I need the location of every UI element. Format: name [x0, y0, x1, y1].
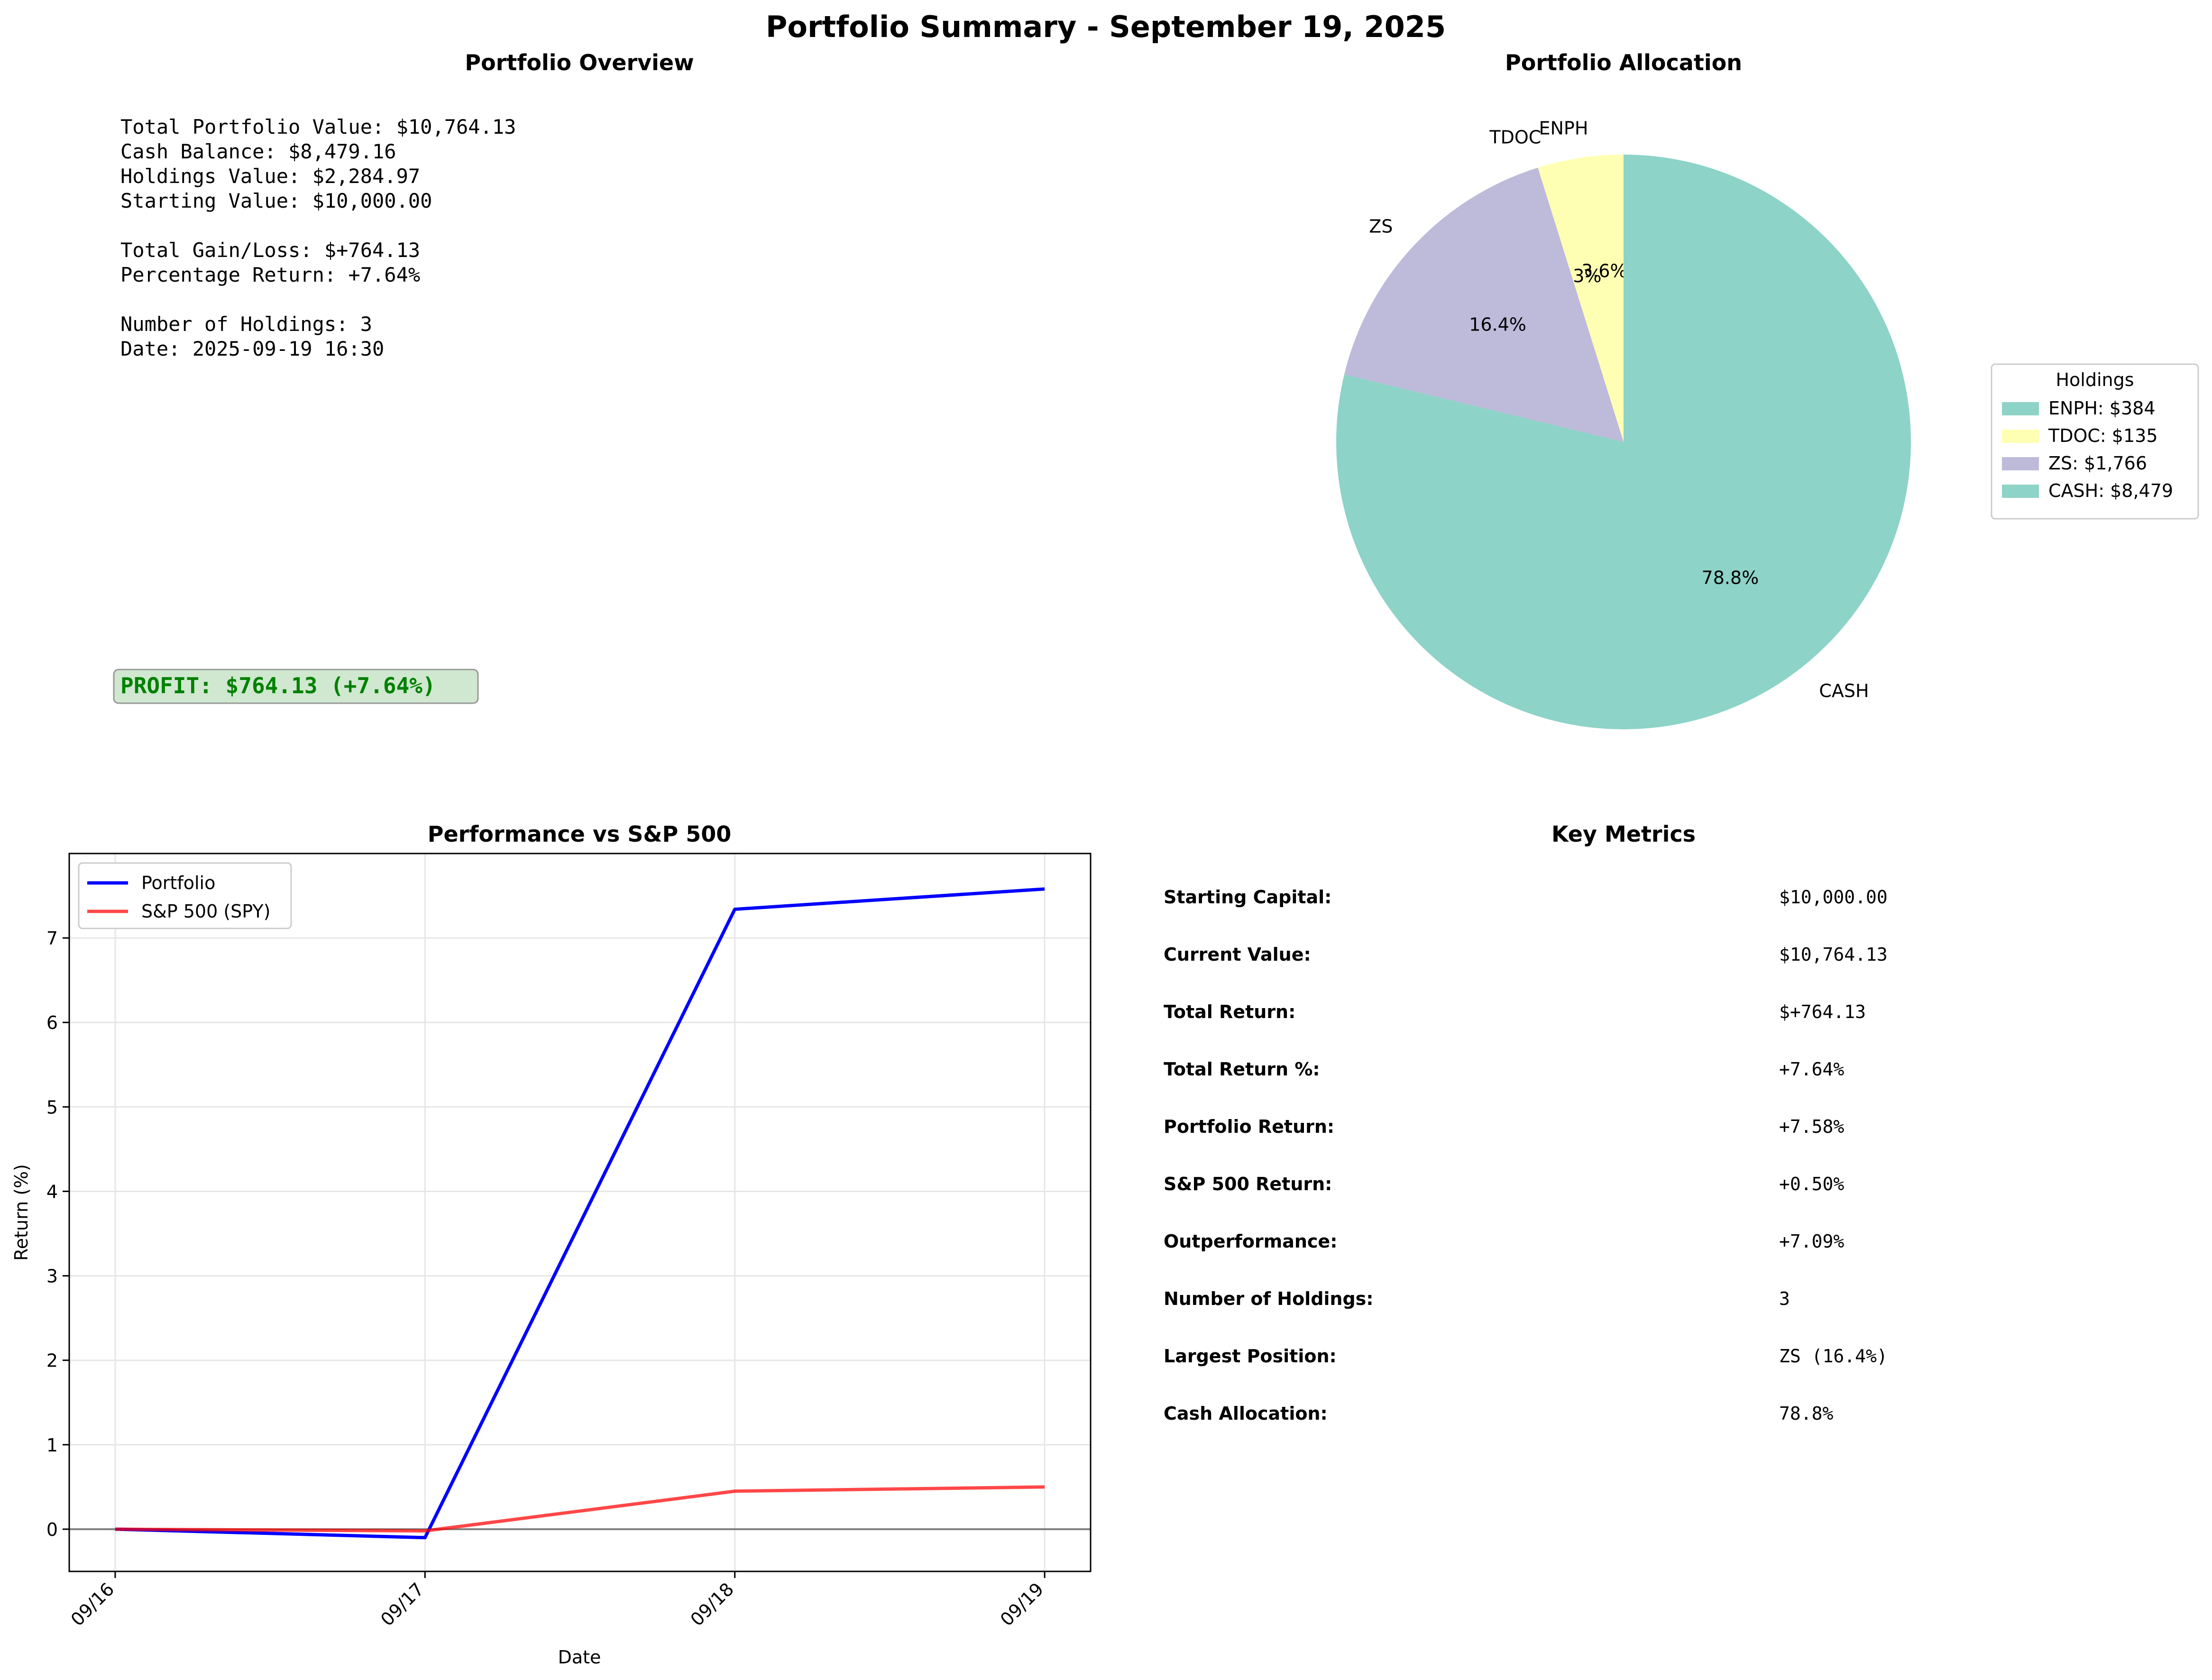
y-tick-label: 7 — [46, 928, 58, 949]
line-chart-ticks: 0 1 2 3 4 5 6 7 09/16 09/17 09/18 09/19 — [46, 928, 1048, 1630]
pie-label-tdoc: TDOC — [1489, 127, 1541, 147]
pie-slice-tdoc — [1538, 162, 1624, 442]
x-tick-label: 09/18 — [687, 1579, 738, 1630]
profit-badge: PROFIT: $764.13 (+7.64%) — [120, 673, 436, 698]
pie-legend-swatch — [2002, 485, 2039, 498]
series-line-sp500 — [115, 1485, 1045, 1533]
line-chart-frame — [68, 853, 1092, 1572]
metric-value: $10,000.00 — [1779, 887, 1888, 908]
pie-label-zs: ZS — [1369, 216, 1393, 237]
metrics-panel: Key Metrics Starting Capital: $10,000.00 C… — [1164, 821, 1888, 1424]
y-tick-label: 0 — [46, 1519, 58, 1540]
profit-badge-box — [113, 669, 479, 704]
metric-value: +7.64% — [1779, 1059, 1844, 1080]
metric-value: ZS (16.4%) — [1779, 1346, 1888, 1367]
performance-panel: Performance vs S&P 500 0 1 2 3 4 5 6 7 09/16 09/1… — [11, 821, 1092, 1668]
metric-label: Outperformance: — [1164, 1231, 1337, 1252]
pie-legend: Holdings ENPH: $384 TDOC: $135 ZS: $1,766 C… — [1991, 363, 2199, 520]
pie-legend-label: ENPH: $384 — [2048, 398, 2156, 419]
allocation-title: Portfolio Allocation — [1505, 50, 1742, 75]
pie-legend-label: ZS: $1,766 — [2048, 453, 2147, 474]
overview-line: Total Gain/Loss: $+764.13 — [120, 239, 420, 262]
metric-value: +7.09% — [1779, 1231, 1844, 1252]
overview-title: Portfolio Overview — [465, 50, 694, 75]
metric-value: +0.50% — [1779, 1174, 1844, 1194]
metric-value: 3 — [1779, 1288, 1790, 1309]
metrics-table: Starting Capital: $10,000.00 Current Value… — [1164, 887, 1888, 1424]
metric-label: Cash Allocation: — [1164, 1403, 1328, 1424]
overview-line: Holdings Value: $2,284.97 — [120, 165, 420, 188]
pie-legend-label: CASH: $8,479 — [2048, 480, 2173, 501]
x-tick-label: 09/19 — [996, 1579, 1048, 1630]
line-chart-grid — [69, 854, 1091, 1571]
pie-label-cash: CASH — [1819, 680, 1869, 701]
x-tick-label: 09/16 — [67, 1579, 119, 1630]
line-legend-label: S&P 500 (SPY) — [141, 901, 270, 922]
metric-value: $10,764.13 — [1779, 944, 1888, 965]
y-tick-label: 2 — [46, 1350, 58, 1371]
overview-line: Starting Value: $10,000.00 — [120, 189, 432, 212]
pie-slice-enph — [1560, 155, 1624, 442]
pie-slice-cash — [1336, 155, 1911, 729]
overview-panel: Portfolio Overview Total Portfolio Value… — [113, 50, 694, 704]
y-tick-label: 5 — [46, 1097, 58, 1118]
line-legend-label: Portfolio — [141, 872, 215, 893]
y-tick-label: 1 — [46, 1435, 58, 1456]
line-chart-series — [115, 887, 1045, 1540]
x-axis-label: Date — [558, 1647, 601, 1668]
pie-legend-frame — [1991, 363, 2199, 520]
overview-line: Date: 2025-09-19 16:30 — [120, 337, 384, 360]
y-tick-label: 3 — [46, 1266, 58, 1287]
y-axis-label: Return (%) — [11, 1164, 32, 1261]
y-tick-label: 4 — [46, 1181, 58, 1202]
overview-line: Cash Balance: $8,479.16 — [120, 140, 396, 163]
pie-pct-enph: 3.6% — [1581, 261, 1627, 282]
pie-legend-swatch — [2002, 430, 2039, 443]
overview-line: Total Portfolio Value: $10,764.13 — [120, 115, 516, 138]
pie-label-enph: ENPH — [1539, 118, 1588, 139]
figure-title: Portfolio Summary - September 19, 2025 — [766, 9, 1446, 44]
line-legend-frame — [78, 862, 292, 929]
metric-label: Total Return %: — [1164, 1059, 1320, 1080]
metric-label: Portfolio Return: — [1164, 1116, 1334, 1137]
pie-legend-label: TDOC: $135 — [2048, 425, 2158, 446]
pie-legend-title: Holdings — [2056, 369, 2134, 390]
pie-legend-swatch — [2002, 457, 2039, 470]
pie-pct-zs: 16.4% — [1469, 314, 1526, 335]
y-tick-label: 6 — [46, 1012, 58, 1033]
metric-value: 78.8% — [1779, 1403, 1834, 1424]
line-legend: Portfolio S&P 500 (SPY) — [78, 862, 292, 929]
metric-label: Total Return: — [1164, 1001, 1295, 1022]
metric-label: Starting Capital: — [1164, 887, 1331, 908]
metric-label: Number of Holdings: — [1164, 1288, 1374, 1309]
metric-value: +7.58% — [1779, 1116, 1844, 1137]
metric-label: Current Value: — [1164, 944, 1311, 965]
x-tick-label: 09/17 — [376, 1579, 428, 1630]
pie-pct-cash: 78.8% — [1702, 568, 1759, 588]
overview-line: Percentage Return: +7.64% — [120, 263, 420, 286]
pie-slice-zs — [1344, 167, 1624, 442]
metrics-title: Key Metrics — [1551, 821, 1696, 847]
metric-label: S&P 500 Return: — [1164, 1174, 1332, 1194]
metric-value: $+764.13 — [1779, 1001, 1866, 1022]
metric-label: Largest Position: — [1164, 1346, 1337, 1367]
performance-title: Performance vs S&P 500 — [428, 821, 731, 847]
series-line-portfolio — [115, 887, 1045, 1540]
allocation-panel: Portfolio Allocation ENPH3.6%TDOC1.3%ZS1… — [1336, 50, 2199, 729]
pie-legend-swatch — [2002, 402, 2039, 415]
overview-line: Number of Holdings: 3 — [120, 312, 372, 336]
